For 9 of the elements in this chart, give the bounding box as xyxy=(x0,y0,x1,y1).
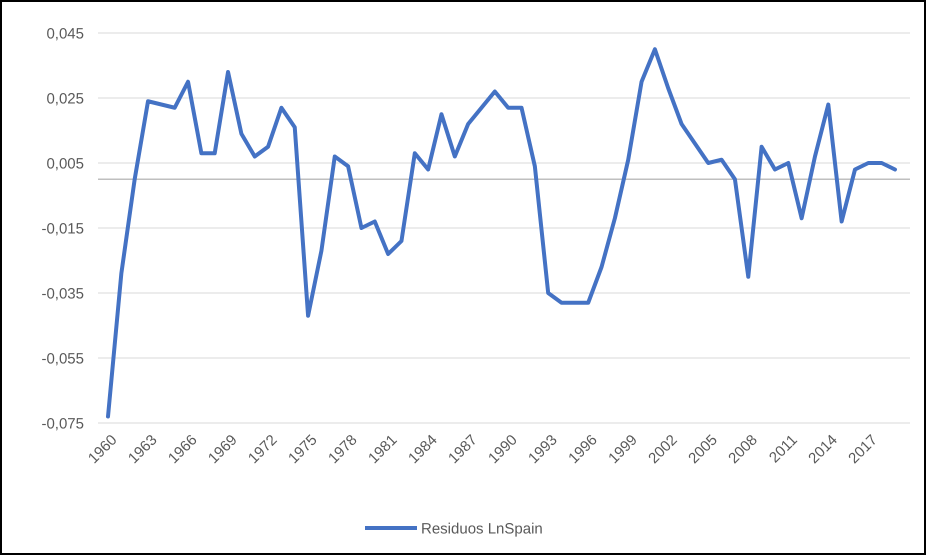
legend-label: Residuos LnSpain xyxy=(421,520,543,538)
y-tick-label: 0,025 xyxy=(46,90,84,108)
y-tick-label: -0,055 xyxy=(41,350,84,368)
y-tick-label: 0,045 xyxy=(46,25,84,42)
y-tick-label: -0,015 xyxy=(41,220,84,238)
y-tick-label: 0,005 xyxy=(46,155,84,172)
y-tick-label: -0,035 xyxy=(41,285,84,302)
line-series xyxy=(106,47,897,418)
y-tick-label: -0,075 xyxy=(41,415,84,432)
